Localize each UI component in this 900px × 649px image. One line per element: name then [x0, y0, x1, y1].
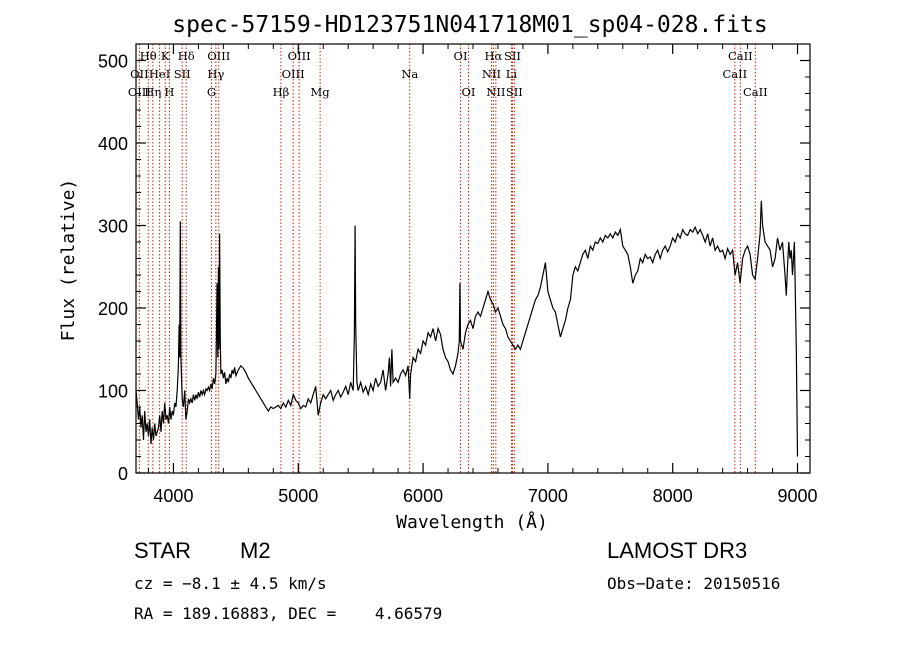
line-label-10: Hγ: [207, 67, 224, 81]
line-label-19: Hα: [484, 49, 502, 63]
line-label-18: OI: [462, 85, 476, 99]
coordinates: RA = 189.16883, DEC = 4.66579: [134, 604, 443, 623]
plot-frame: [135, 43, 811, 474]
y-tick-label-5: 500: [98, 52, 128, 72]
y-tick-label-0: 0: [118, 464, 128, 484]
x-axis-label: Wavelength (Å): [396, 511, 548, 533]
line-label-2: OIII: [128, 85, 151, 99]
x-tick-label-5: 9000: [777, 486, 817, 506]
y-axis-ticks: 0 100 200 300 400 500: [98, 43, 810, 484]
line-label-1: OII: [130, 67, 149, 81]
x-tick-label-3: 7000: [528, 486, 568, 506]
x-tick-label-2: 6000: [403, 486, 443, 506]
line-label-16: Na: [401, 67, 418, 81]
survey-name: LAMOST DR3: [607, 538, 748, 563]
line-label-0: Hθ: [140, 49, 157, 63]
spectrum-line: [135, 200, 799, 457]
line-label-20: SII: [504, 49, 521, 63]
x-tick-label-1: 5000: [278, 486, 318, 506]
y-tick-label-3: 300: [98, 217, 128, 237]
line-label-23: NII: [486, 85, 505, 99]
line-label-24: SII: [506, 85, 523, 99]
line-label-17: OI: [454, 49, 468, 63]
object-subclass: M2: [240, 538, 271, 563]
line-label-3: K: [161, 49, 170, 63]
y-axis-label: Flux (relative): [58, 179, 79, 342]
line-label-11: G: [207, 85, 216, 99]
line-label-26: CaII: [722, 67, 747, 81]
line-label-25: CaII: [728, 49, 753, 63]
y-tick-label-1: 100: [98, 382, 128, 402]
redshift-value: cz = −8.1 ± 4.5 km/s: [134, 574, 327, 593]
line-label-9: OIII: [207, 49, 230, 63]
line-label-21: NII: [482, 67, 501, 81]
x-tick-label-4: 8000: [653, 486, 693, 506]
x-axis-ticks: 4000 5000 6000 7000 8000 9000: [147, 44, 818, 506]
y-tick-label-2: 200: [98, 299, 128, 319]
line-label-14: Hβ: [273, 85, 290, 99]
x-tick-label-0: 4000: [153, 486, 193, 506]
object-class: STAR: [134, 538, 192, 563]
line-label-7: H: [164, 85, 174, 99]
line-label-15: Mg: [311, 85, 331, 99]
line-label-4: HeI: [149, 67, 170, 81]
observation-date: Obs−Date: 20150516: [607, 574, 781, 593]
line-label-6: SII: [174, 67, 191, 81]
chart-title: spec-57159-HD123751N041718M01_sp04-028.f…: [172, 12, 767, 38]
line-label-12: OIII: [288, 49, 311, 63]
y-tick-label-4: 400: [98, 134, 128, 154]
line-label-22: Li: [506, 67, 518, 81]
line-label-27: CaII: [743, 85, 768, 99]
emission-line-markers: [138, 44, 756, 473]
line-label-13: OIII: [282, 67, 305, 81]
line-label-8: Hδ: [178, 49, 195, 63]
line-label-5: Hη: [144, 85, 161, 99]
